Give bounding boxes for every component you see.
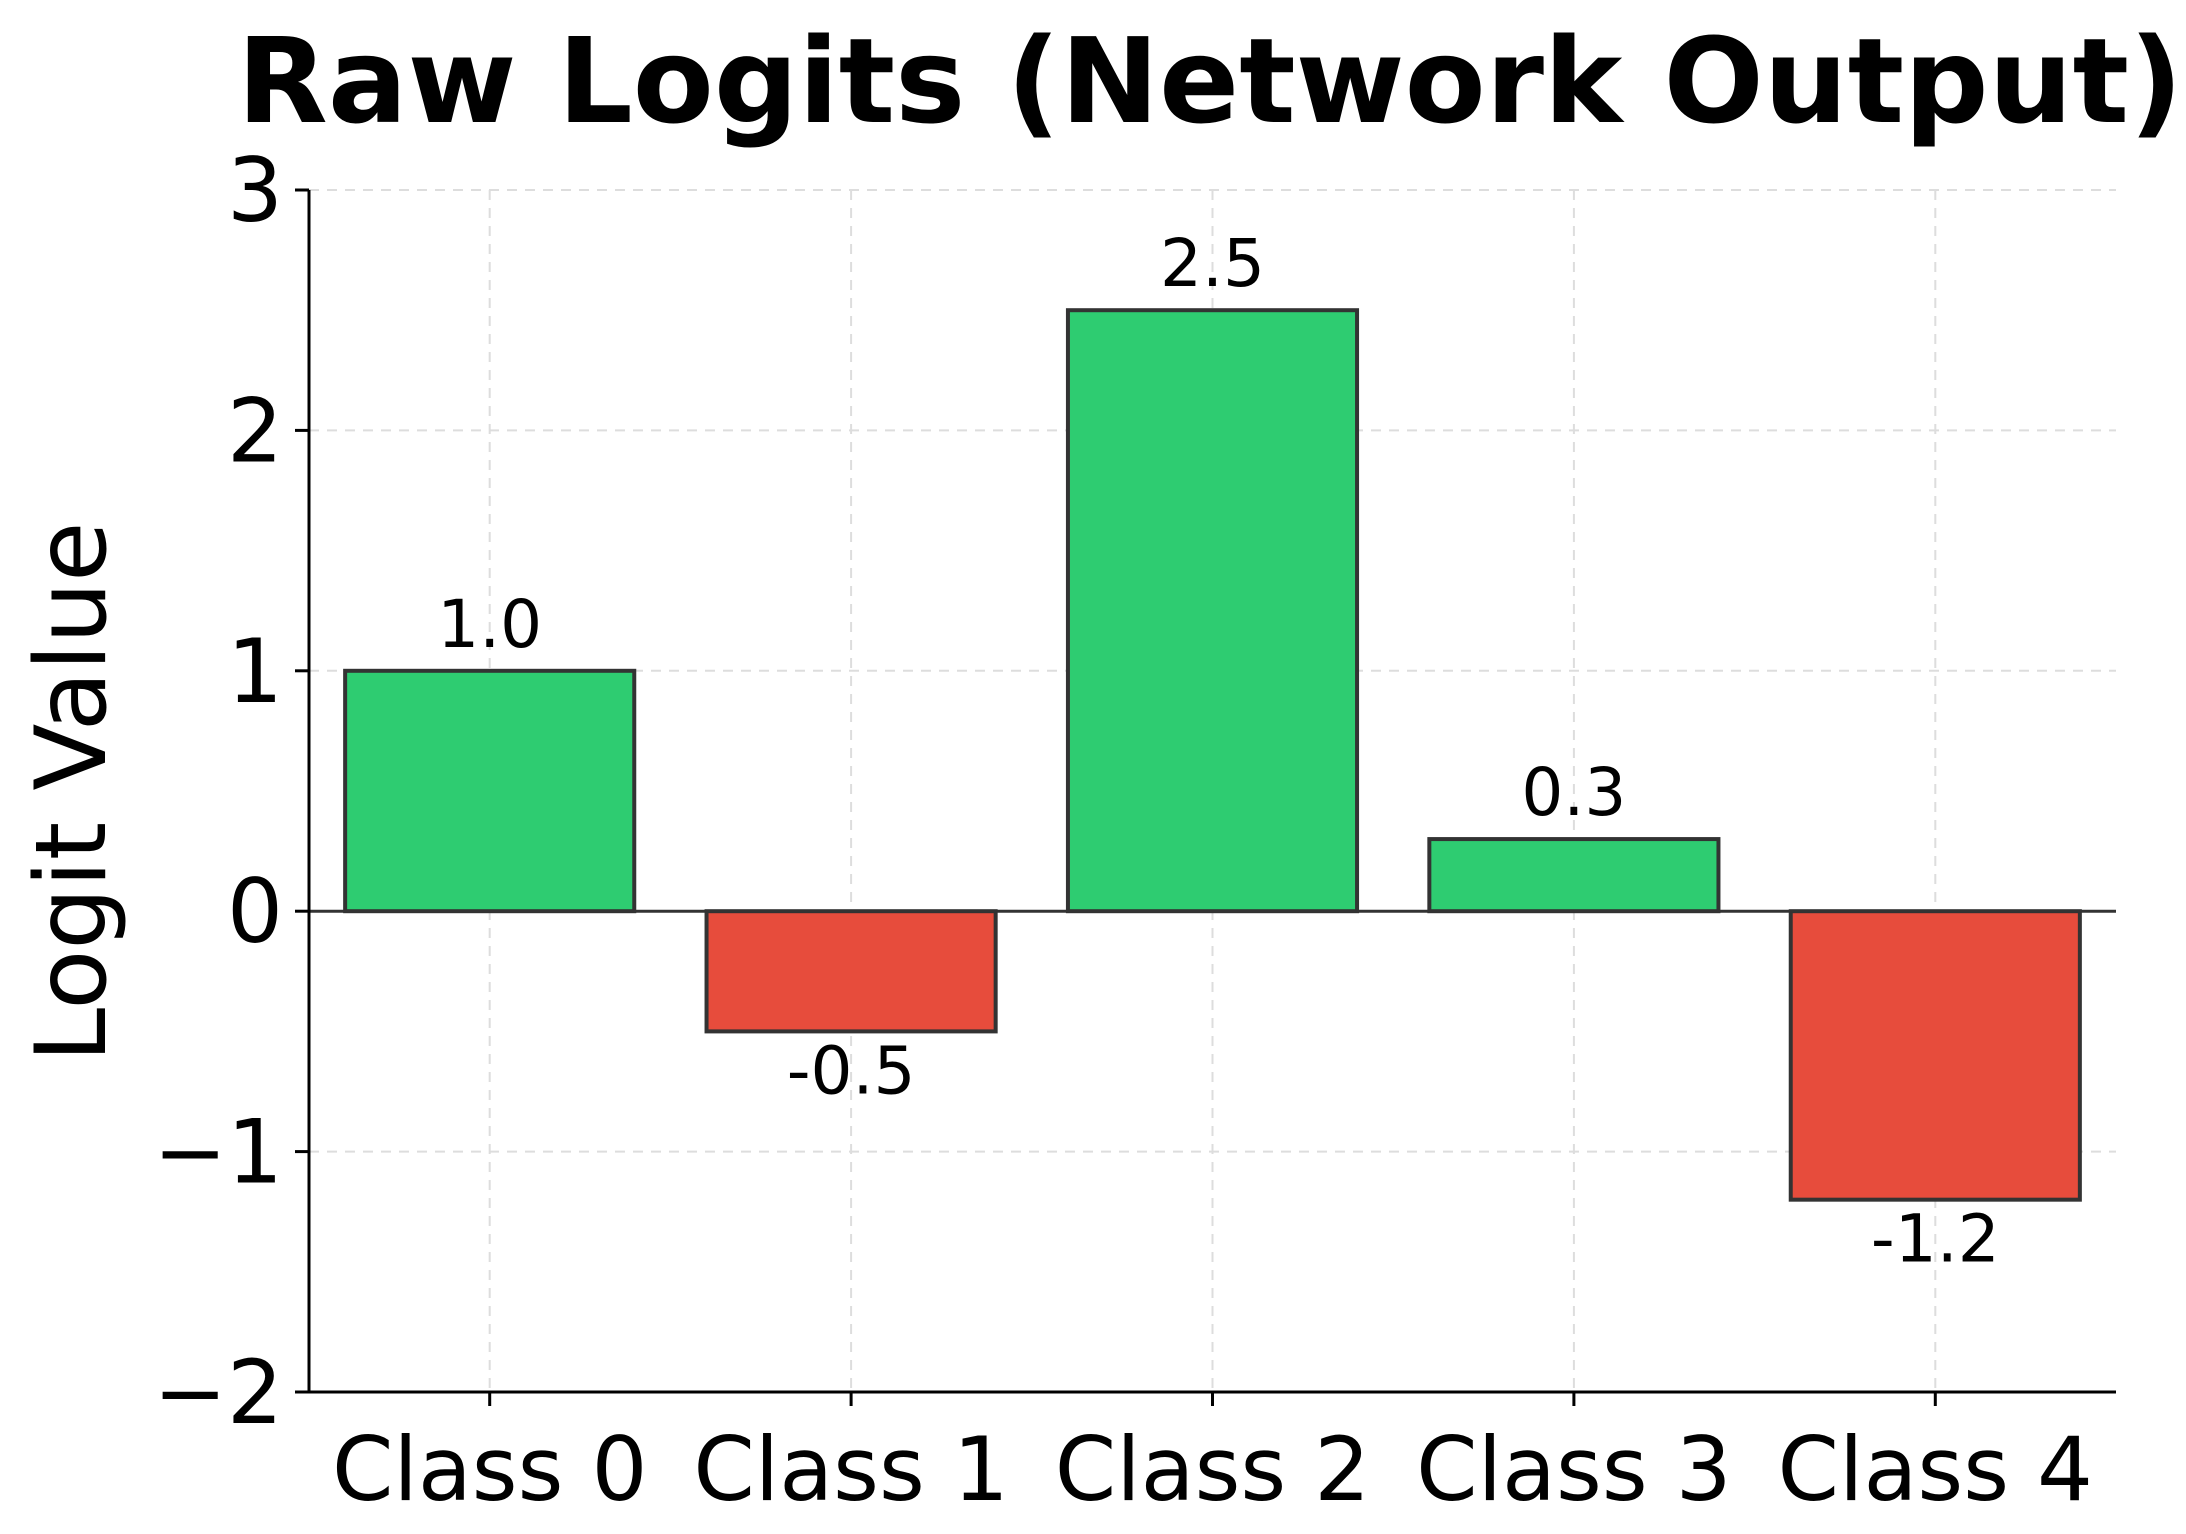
y-tick-label-4: 2 (227, 379, 283, 482)
x-tick-label-1: Class 1 (693, 1418, 1008, 1521)
data-label-class-1: -0.5 (787, 1032, 916, 1109)
bars (343, 308, 2082, 1202)
y-tick-label-5: 3 (227, 139, 283, 242)
data-label-class-2: 2.5 (1160, 225, 1265, 302)
bar-class-4 (1788, 909, 2082, 1202)
chart-title: Raw Logits (Network Output) (237, 12, 2183, 150)
y-tick-label-1: −1 (153, 1101, 283, 1204)
x-tick-label-3: Class 3 (1416, 1418, 1731, 1521)
data-label-class-4: -1.2 (1871, 1201, 2000, 1278)
y-tick-label-0: −2 (153, 1341, 283, 1444)
data-labels: 1.0 -0.5 2.5 0.3 -1.2 (437, 225, 1999, 1277)
axes: −2 −1 0 1 2 3 Class 0 Class 1 Class 2 Class 3 Clas… (153, 139, 2116, 1521)
data-label-class-3: 0.3 (1521, 754, 1626, 831)
bar-class-3 (1427, 837, 1721, 914)
y-axis-label: Logit Value (15, 522, 129, 1063)
bar-class-0 (343, 668, 637, 914)
data-label-class-0: 1.0 (437, 586, 542, 663)
y-tick-label-3: 1 (227, 620, 283, 723)
y-tick-label-2: 0 (227, 860, 283, 963)
x-tick-label-2: Class 2 (1055, 1418, 1370, 1521)
bar-class-1 (704, 909, 998, 1034)
x-tick-label-4: Class 4 (1778, 1418, 2093, 1521)
bar-class-2 (1065, 308, 1360, 914)
x-tick-label-0: Class 0 (332, 1418, 647, 1521)
